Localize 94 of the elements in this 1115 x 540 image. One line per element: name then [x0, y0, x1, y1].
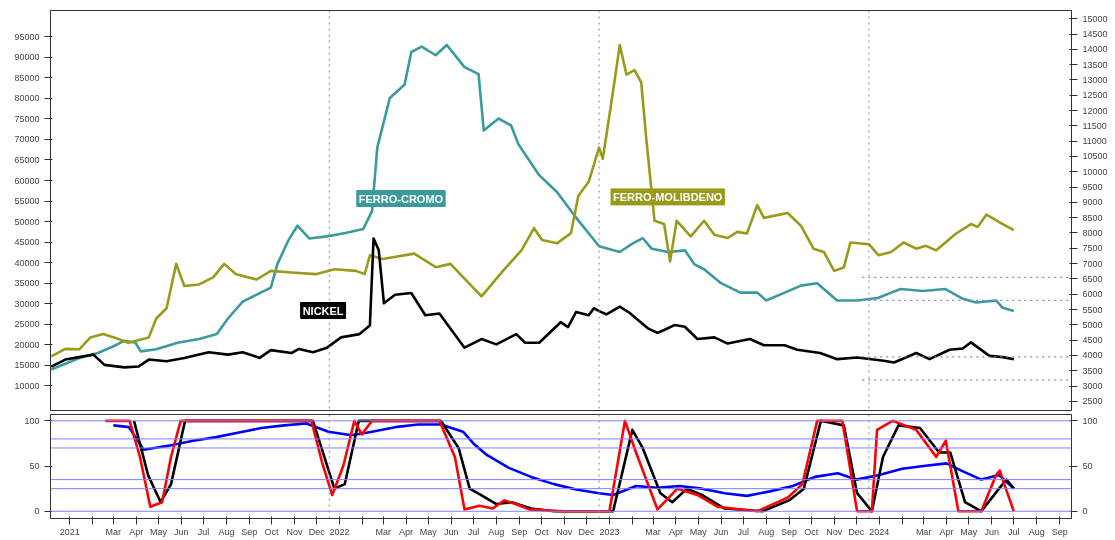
- y-tick-label: 50000: [14, 216, 40, 227]
- y-tick-label: 30000: [14, 298, 40, 309]
- x-tick-label: Mar: [375, 526, 391, 537]
- y2-tick-label: 8000: [1082, 227, 1103, 238]
- y-tick-label: 25000: [14, 319, 40, 330]
- y2-tick-label: 12500: [1082, 90, 1108, 101]
- x-tick-label: Apr: [668, 526, 683, 537]
- x-tick-label: Sep: [511, 526, 528, 537]
- x-tick-label: Jul: [197, 526, 210, 537]
- x-tick-label: Nov: [556, 526, 573, 537]
- x-tick-label: 2024: [869, 526, 890, 537]
- x-tick-label: Sep: [781, 526, 798, 537]
- x-tick-label: May: [419, 526, 438, 537]
- y2-tick-label: 100: [1082, 415, 1098, 426]
- x-tick-label: Jun: [174, 526, 189, 537]
- y2-tick-label: 7000: [1082, 258, 1103, 269]
- y-tick-label: 75000: [14, 113, 40, 124]
- x-tick-label: Mar: [915, 526, 932, 537]
- y2-tick-label: 13500: [1082, 59, 1108, 70]
- x-tick-label: Mar: [645, 526, 661, 537]
- y-tick-label: 40000: [14, 257, 40, 268]
- x-tick-label: May: [689, 526, 708, 537]
- y2-tick-label: 5000: [1082, 319, 1103, 330]
- series-label: NICKEL: [302, 304, 344, 317]
- x-tick-label: Dec: [308, 526, 326, 537]
- x-tick-label: 2023: [599, 526, 620, 537]
- y-tick-label: 20000: [14, 339, 40, 350]
- x-tick-label: Aug: [1028, 526, 1045, 537]
- x-tick-label: 2021: [59, 526, 80, 537]
- y2-tick-label: 8500: [1082, 212, 1103, 223]
- y-tick-label: 80000: [14, 93, 40, 104]
- y2-tick-label: 0: [1082, 506, 1088, 517]
- x-tick-label: Sep: [241, 526, 258, 537]
- series-label: FERRO-CROMO: [358, 192, 444, 205]
- x-tick-label: Jun: [713, 526, 729, 537]
- y2-tick-label: 3000: [1082, 381, 1103, 392]
- y2-tick-label: 9000: [1082, 197, 1103, 208]
- x-tick-label: Dec: [848, 526, 865, 537]
- y-tick-label: 85000: [14, 72, 40, 83]
- y-tick-label: 10000: [14, 380, 40, 391]
- x-tick-label: Aug: [488, 526, 505, 537]
- y2-tick-label: 11500: [1082, 120, 1107, 131]
- x-tick-label: Jun: [443, 526, 459, 537]
- y-tick-label: 90000: [14, 52, 40, 63]
- y2-tick-label: 2500: [1082, 396, 1103, 407]
- x-tick-label: Apr: [939, 526, 954, 537]
- x-tick-label: Nov: [286, 526, 303, 537]
- series-label: FERRO-MOLIBDENO: [613, 190, 723, 203]
- y2-tick-label: 6500: [1082, 273, 1103, 284]
- x-tick-label: Dec: [578, 526, 596, 537]
- y2-tick-label: 6000: [1082, 289, 1103, 300]
- y-tick-label: 60000: [14, 175, 40, 186]
- x-tick-label: Jul: [1008, 526, 1020, 537]
- y-tick-label: 65000: [14, 154, 40, 165]
- x-tick-label: 2022: [329, 526, 350, 537]
- y2-tick-label: 5500: [1082, 304, 1103, 315]
- y2-tick-label: 15000: [1082, 13, 1108, 24]
- x-tick-label: Oct: [534, 526, 549, 537]
- x-tick-label: May: [149, 526, 168, 537]
- x-tick-label: Sep: [1051, 526, 1068, 537]
- y2-tick-label: 50: [1082, 461, 1093, 472]
- y2-tick-label: 3500: [1082, 365, 1103, 376]
- y-tick-label: 35000: [14, 278, 40, 289]
- y2-tick-label: 4500: [1082, 335, 1103, 346]
- y2-tick-label: 7500: [1082, 243, 1103, 254]
- y-tick-label: 100: [24, 415, 40, 426]
- y2-tick-label: 10500: [1082, 151, 1108, 162]
- y-tick-label: 70000: [14, 134, 40, 145]
- y-tick-label: 50: [29, 461, 40, 472]
- y-tick-label: 95000: [14, 31, 40, 42]
- x-tick-label: Apr: [399, 526, 414, 537]
- y-tick-label: 45000: [14, 237, 40, 248]
- x-tick-label: Oct: [264, 526, 280, 537]
- x-tick-label: Jul: [737, 526, 750, 537]
- x-tick-label: Jun: [984, 526, 999, 537]
- x-tick-label: Jul: [467, 526, 480, 537]
- x-tick-label: May: [960, 526, 978, 537]
- x-tick-label: Apr: [129, 526, 144, 537]
- x-tick-label: Aug: [218, 526, 235, 537]
- y2-tick-label: 14500: [1082, 29, 1108, 40]
- y2-tick-label: 4000: [1082, 350, 1103, 361]
- x-tick-label: Aug: [758, 526, 775, 537]
- x-tick-label: Mar: [105, 526, 122, 537]
- y-tick-label: 0: [34, 506, 40, 517]
- y-tick-label: 15000: [14, 360, 40, 371]
- y2-tick-label: 14000: [1082, 44, 1108, 55]
- x-tick-label: Nov: [826, 526, 843, 537]
- y2-tick-label: 13000: [1082, 74, 1108, 85]
- y2-tick-label: 12000: [1082, 105, 1108, 116]
- y-tick-label: 55000: [14, 196, 40, 207]
- y2-tick-label: 10000: [1082, 166, 1108, 177]
- x-tick-label: Oct: [804, 526, 819, 537]
- y2-tick-label: 9500: [1082, 182, 1103, 193]
- y2-tick-label: 11000: [1082, 136, 1107, 147]
